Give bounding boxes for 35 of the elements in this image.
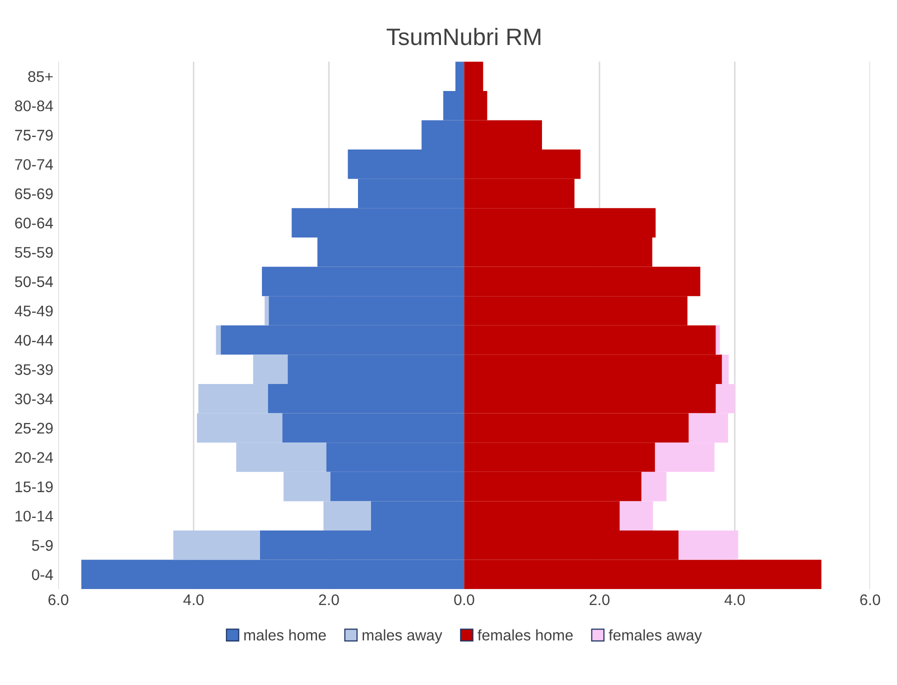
legend-label: females home [478, 629, 573, 641]
bar [216, 325, 221, 355]
x-tick-label: 0.0 [454, 594, 474, 606]
y-tick-label: 0-4 [32, 569, 53, 580]
y-tick-label: 55-59 [14, 246, 53, 258]
y-tick-label: 35-39 [14, 364, 53, 376]
y-tick-label: 65-69 [15, 188, 53, 200]
x-tick-label: 6.0 [860, 594, 880, 606]
y-tick-label: 30-34 [14, 394, 53, 404]
y-tick-label: 5-9 [32, 540, 53, 551]
legend-label: females away [608, 629, 702, 644]
y-tick-label: 45-49 [14, 306, 53, 316]
y-tick-label: 40-44 [14, 334, 53, 346]
legend-label: males home [244, 629, 326, 641]
legend-label: males away [362, 629, 442, 644]
chart-title: TsumNubri RM [386, 28, 540, 46]
bar [716, 325, 720, 355]
bar [264, 296, 269, 326]
bar [678, 530, 738, 560]
y-tick-label: 15-19 [16, 481, 53, 492]
x-tick-label: 6.0 [48, 594, 68, 606]
y-tick-label: 60-64 [15, 218, 53, 228]
y-tick-label: 10-14 [16, 510, 53, 522]
y-tick-label: 20-24 [15, 452, 53, 463]
x-tick-label: 4.0 [724, 594, 745, 606]
y-tick-label: 50-54 [14, 276, 53, 288]
y-tick-label: 85+ [28, 71, 53, 82]
y-tick-label: 25-29 [15, 422, 53, 434]
x-tick-label: 2.0 [319, 594, 339, 606]
y-tick-label: 75-79 [15, 130, 53, 141]
y-tick-label: 80-84 [15, 100, 53, 112]
x-tick-label: 2.0 [590, 594, 610, 606]
x-tick-label: 4.0 [183, 594, 204, 606]
y-tick-label: 70-74 [15, 159, 53, 170]
bar [173, 530, 260, 560]
